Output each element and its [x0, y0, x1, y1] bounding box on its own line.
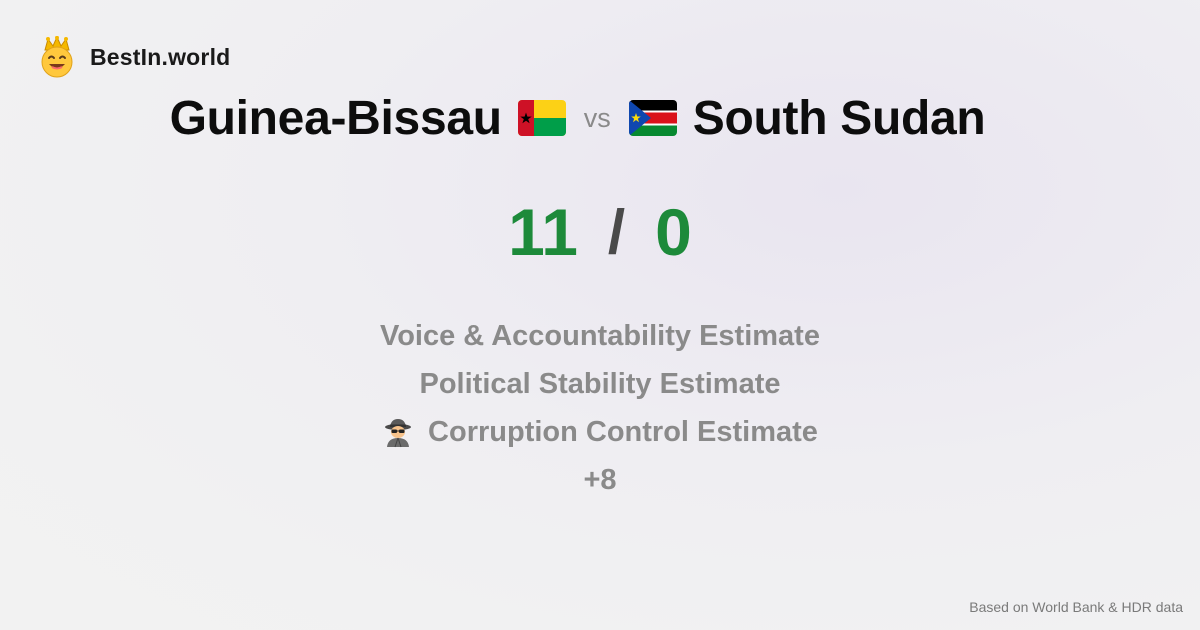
criterion-label: Corruption Control Estimate	[428, 415, 818, 448]
right-score: 0	[655, 195, 692, 269]
spy-icon	[385, 419, 412, 448]
brand-name: BestIn.world	[90, 43, 231, 70]
criterion-item[interactable]: Voice & Accountability Estimate	[380, 312, 820, 360]
criterion-label: Political Stability Estimate	[419, 367, 781, 400]
score-separator: /	[607, 197, 626, 267]
south-sudan-flag-icon	[628, 100, 677, 136]
data-source-note: Based on World Bank & HDR data	[969, 599, 1183, 615]
brand[interactable]: BestIn.world	[38, 36, 230, 78]
criterion-item[interactable]: Political Stability Estimate	[420, 360, 781, 408]
crown-smiley-icon	[41, 36, 73, 78]
more-criteria-link[interactable]: +8	[583, 463, 617, 496]
left-country-name[interactable]: Guinea-Bissau	[169, 91, 503, 145]
criterion-label: Voice & Accountability Estimate	[380, 319, 820, 352]
comparison-title: Guinea-Bissau vs South Sudan	[0, 88, 1155, 148]
right-country-name[interactable]: South Sudan	[692, 91, 986, 145]
guinea-bissau-flag-icon	[517, 100, 566, 136]
criteria-list: Voice & Accountability Estimate Politica…	[0, 312, 1200, 504]
criterion-item[interactable]: Corruption Control Estimate	[382, 408, 818, 456]
vs-label: vs	[583, 102, 611, 133]
left-score: 11	[508, 195, 578, 269]
score-row: 11 / 0	[0, 195, 1200, 269]
